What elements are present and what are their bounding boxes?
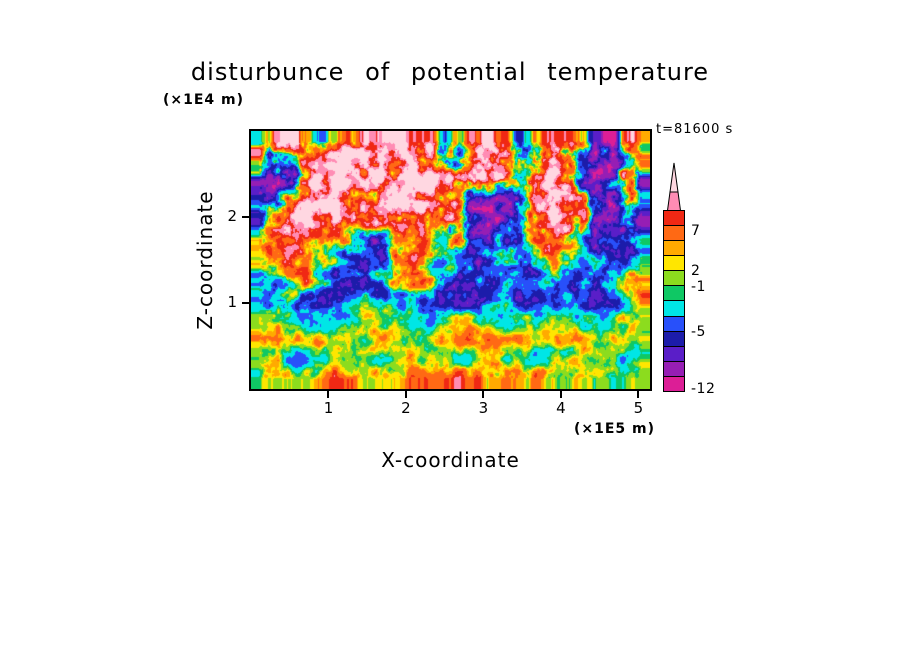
colorbar-tick-label: 7	[691, 222, 701, 239]
colorbar: 7 2 -1 -5 -12	[663, 162, 753, 402]
colorbar-segment	[664, 211, 684, 226]
x-tick-mark	[637, 391, 640, 398]
x-tick-label: 4	[556, 399, 566, 417]
x-tick-mark	[559, 391, 562, 398]
colorbar-segment	[664, 330, 684, 346]
colorbar-segment	[664, 270, 684, 286]
colorbar-tick-label: 2	[691, 263, 701, 280]
y-tick-label: 1	[227, 293, 237, 311]
x-tick-label: 3	[478, 399, 489, 417]
x-axis-title: X-coordinate	[381, 448, 520, 472]
colorbar-segment	[664, 300, 684, 316]
colorbar-segment	[664, 375, 684, 391]
colorbar-tick-label: -5	[691, 324, 706, 341]
colorbar-tick-label: -12	[691, 381, 716, 397]
x-tick-mark	[327, 391, 330, 398]
colorbar-segment	[664, 255, 684, 271]
time-annotation: t=81600 s	[656, 122, 734, 137]
heatmap-canvas	[251, 131, 650, 389]
chart-title: disturbunce of potential temperature	[190, 58, 710, 86]
colorbar-segment	[664, 240, 684, 256]
colorbar-segment	[664, 345, 684, 361]
y-tick-label: 2	[227, 207, 237, 225]
colorbar-scale	[663, 210, 685, 392]
y-axis-unit-label: (×1E4 m)	[163, 92, 245, 108]
colorbar-segment	[664, 225, 684, 241]
colorbar-tick-label: -1	[691, 279, 706, 296]
colorbar-segment	[664, 315, 684, 331]
x-tick-label: 2	[401, 399, 411, 417]
x-tick-mark	[404, 391, 407, 398]
y-tick-mark	[242, 302, 249, 304]
colorbar-segment	[664, 360, 684, 376]
plot-area	[249, 129, 652, 391]
x-tick-mark	[482, 391, 485, 398]
x-axis-unit-label: (×1E5 m)	[573, 421, 655, 437]
x-tick-label: 5	[633, 399, 644, 417]
y-tick-mark	[242, 216, 249, 218]
colorbar-arrow-icon	[666, 162, 682, 211]
colorbar-segment	[664, 285, 684, 301]
x-tick-label: 1	[323, 399, 334, 417]
